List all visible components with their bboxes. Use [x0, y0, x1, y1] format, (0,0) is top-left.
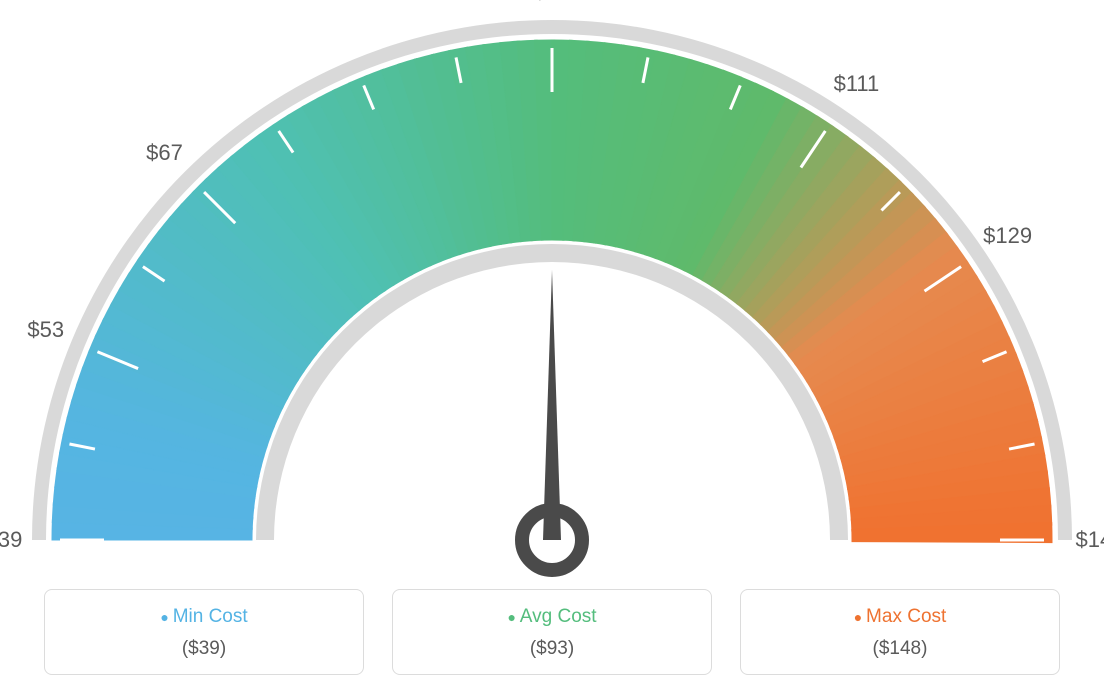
legend-card-avg: Avg Cost ($93): [392, 589, 712, 675]
legend-value-avg: ($93): [403, 638, 701, 660]
legend-row: Min Cost ($39) Avg Cost ($93) Max Cost (…: [0, 589, 1104, 675]
gauge-tick-label: $93: [534, 0, 571, 5]
gauge-tick-label: $111: [834, 71, 880, 97]
legend-value-min: ($39): [55, 638, 353, 660]
legend-card-max: Max Cost ($148): [740, 589, 1060, 675]
gauge-chart: $39 $53 $67 $93 $111 $129 $148: [0, 0, 1104, 580]
legend-value-max: ($148): [751, 638, 1049, 660]
legend-title-min: Min Cost: [55, 606, 353, 628]
gauge-tick-label: $39: [0, 527, 22, 553]
gauge-svg: [0, 0, 1104, 580]
gauge-tick-label: $53: [27, 317, 64, 343]
gauge-tick-label: $148: [1076, 527, 1104, 553]
legend-card-min: Min Cost ($39): [44, 589, 364, 675]
gauge-tick-label: $129: [983, 223, 1032, 249]
legend-title-avg: Avg Cost: [403, 606, 701, 628]
gauge-tick-label: $67: [146, 140, 183, 166]
legend-title-max: Max Cost: [751, 606, 1049, 628]
